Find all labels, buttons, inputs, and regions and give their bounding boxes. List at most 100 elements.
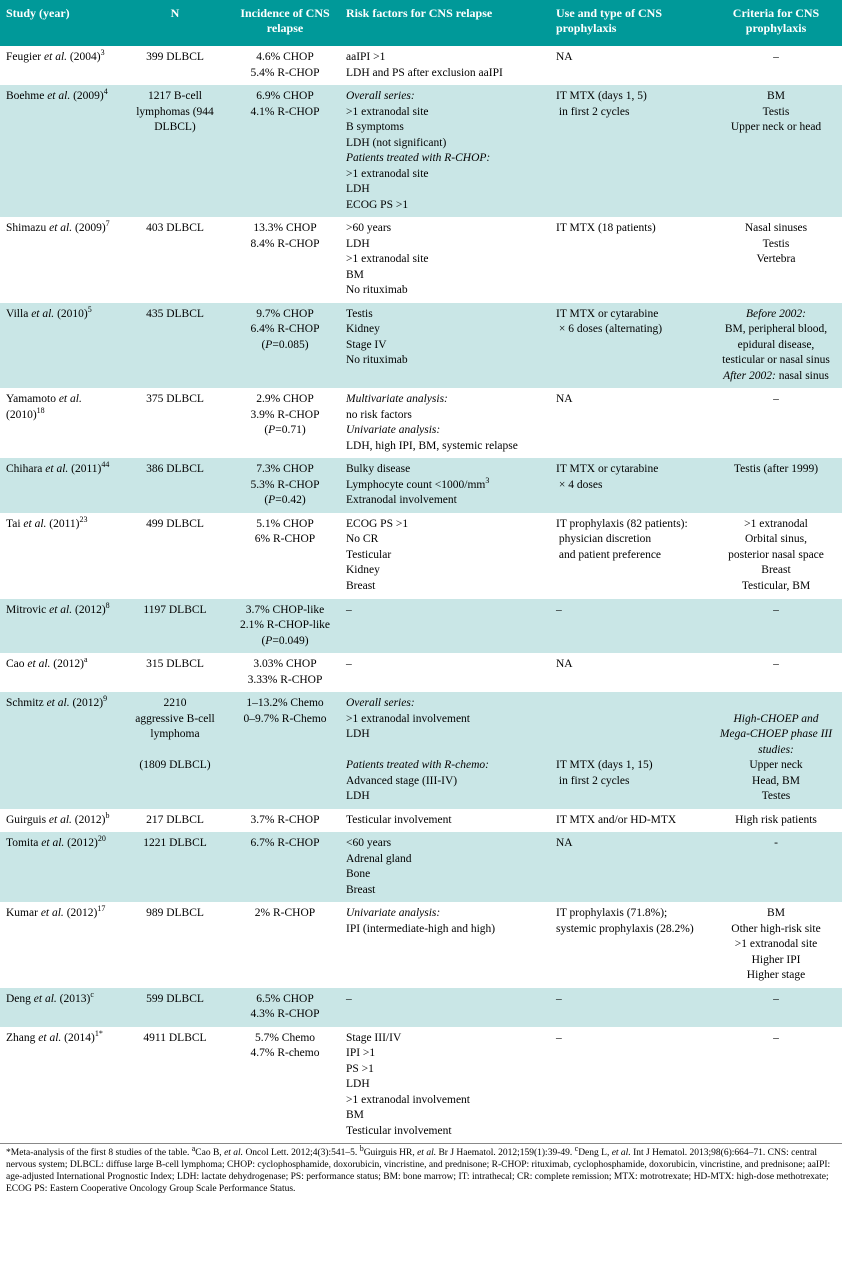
cell-risk: Bulky diseaseLymphocyte count <1000/mm3E…	[340, 458, 550, 513]
table-row: Mitrovic et al. (2012)81197 DLBCL3.7% CH…	[0, 599, 842, 654]
cell-risk: Overall series:>1 extranodal involvement…	[340, 692, 550, 809]
cell-risk: ECOG PS >1No CRTesticularKidneyBreast	[340, 513, 550, 599]
cell-study: Deng et al. (2013)c	[0, 988, 120, 1027]
cns-relapse-table: Study (year) N Incidence of CNS relapse …	[0, 0, 842, 1143]
cell-n: 1217 B-cell lymphomas (944 DLBCL)	[120, 85, 230, 217]
table-row: Tomita et al. (2012)201221 DLBCL6.7% R-C…	[0, 832, 842, 902]
table-row: Cao et al. (2012)a315 DLBCL3.03% CHOP3.3…	[0, 653, 842, 692]
cell-study: Boehme et al. (2009)4	[0, 85, 120, 217]
cell-use: NA	[550, 832, 710, 902]
cell-criteria: High risk patients	[710, 809, 842, 833]
cell-criteria: Before 2002:BM, peripheral blood,epidura…	[710, 303, 842, 389]
cell-risk: –	[340, 988, 550, 1027]
cell-study: Kumar et al. (2012)17	[0, 902, 120, 988]
table-body: Feugier et al. (2004)3399 DLBCL4.6% CHOP…	[0, 46, 842, 1143]
table-row: Zhang et al. (2014)1*4911 DLBCL5.7% Chem…	[0, 1027, 842, 1144]
cell-risk: –	[340, 599, 550, 654]
cell-n: 1197 DLBCL	[120, 599, 230, 654]
cell-criteria: -	[710, 832, 842, 902]
cell-risk: Multivariate analysis:no risk factorsUni…	[340, 388, 550, 458]
table-row: Boehme et al. (2009)41217 B-cell lymphom…	[0, 85, 842, 217]
cell-n: 599 DLBCL	[120, 988, 230, 1027]
cell-study: Tomita et al. (2012)20	[0, 832, 120, 902]
cell-risk: Univariate analysis:IPI (intermediate-hi…	[340, 902, 550, 988]
cell-incidence: 3.7% R-CHOP	[230, 809, 340, 833]
col-study: Study (year)	[0, 0, 120, 46]
cell-study: Guirguis et al. (2012)b	[0, 809, 120, 833]
cell-incidence: 9.7% CHOP6.4% R-CHOP(P=0.085)	[230, 303, 340, 389]
cell-criteria: –	[710, 46, 842, 85]
cell-risk: TestisKidneyStage IVNo rituximab	[340, 303, 550, 389]
cell-n: 315 DLBCL	[120, 653, 230, 692]
table-row: Feugier et al. (2004)3399 DLBCL4.6% CHOP…	[0, 46, 842, 85]
cell-use: IT MTX (18 patients)	[550, 217, 710, 303]
cell-criteria: Testis (after 1999)	[710, 458, 842, 513]
cell-n: 386 DLBCL	[120, 458, 230, 513]
cell-n: 1221 DLBCL	[120, 832, 230, 902]
cell-criteria: –	[710, 388, 842, 458]
cell-study: Shimazu et al. (2009)7	[0, 217, 120, 303]
cell-n: 375 DLBCL	[120, 388, 230, 458]
cell-use: NA	[550, 46, 710, 85]
cell-incidence: 7.3% CHOP5.3% R-CHOP(P=0.42)	[230, 458, 340, 513]
cell-use: IT MTX (days 1, 15) in first 2 cycles	[550, 692, 710, 809]
cell-study: Villa et al. (2010)5	[0, 303, 120, 389]
col-n: N	[120, 0, 230, 46]
cell-study: Tai et al. (2011)23	[0, 513, 120, 599]
cell-n: 989 DLBCL	[120, 902, 230, 988]
cell-use: NA	[550, 388, 710, 458]
table-row: Chihara et al. (2011)44386 DLBCL7.3% CHO…	[0, 458, 842, 513]
cell-use: IT prophylaxis (82 patients): physician …	[550, 513, 710, 599]
cell-study: Schmitz et al. (2012)9	[0, 692, 120, 809]
cell-use: IT MTX and/or HD-MTX	[550, 809, 710, 833]
cell-study: Yamamoto et al. (2010)18	[0, 388, 120, 458]
cell-criteria: Nasal sinusesTestisVertebra	[710, 217, 842, 303]
cell-use: IT MTX (days 1, 5) in first 2 cycles	[550, 85, 710, 217]
cell-incidence: 4.6% CHOP5.4% R-CHOP	[230, 46, 340, 85]
cell-study: Zhang et al. (2014)1*	[0, 1027, 120, 1144]
cell-incidence: 2% R-CHOP	[230, 902, 340, 988]
table-row: Villa et al. (2010)5435 DLBCL9.7% CHOP6.…	[0, 303, 842, 389]
cell-use: IT MTX or cytarabine × 6 doses (alternat…	[550, 303, 710, 389]
cell-use: IT MTX or cytarabine × 4 doses	[550, 458, 710, 513]
cell-risk: Testicular involvement	[340, 809, 550, 833]
cell-n: 399 DLBCL	[120, 46, 230, 85]
table-row: Kumar et al. (2012)17989 DLBCL2% R-CHOPU…	[0, 902, 842, 988]
cell-incidence: 6.5% CHOP4.3% R-CHOP	[230, 988, 340, 1027]
col-incidence: Incidence of CNS relapse	[230, 0, 340, 46]
cell-incidence: 1–13.2% Chemo0–9.7% R-Chemo	[230, 692, 340, 809]
cell-criteria: BMOther high-risk site>1 extranodal site…	[710, 902, 842, 988]
cell-use: IT prophylaxis (71.8%);systemic prophyla…	[550, 902, 710, 988]
table-row: Deng et al. (2013)c599 DLBCL6.5% CHOP4.3…	[0, 988, 842, 1027]
cell-n: 217 DLBCL	[120, 809, 230, 833]
cell-criteria: –	[710, 988, 842, 1027]
cell-risk: Overall series:>1 extranodal siteB sympt…	[340, 85, 550, 217]
cell-incidence: 6.9% CHOP4.1% R-CHOP	[230, 85, 340, 217]
cell-study: Mitrovic et al. (2012)8	[0, 599, 120, 654]
cell-risk: >60 yearsLDH>1 extranodal siteBMNo ritux…	[340, 217, 550, 303]
table-row: Schmitz et al. (2012)92210aggressive B-c…	[0, 692, 842, 809]
cell-criteria: High-CHOEP andMega-CHOEP phase IIIstudie…	[710, 692, 842, 809]
cell-criteria: >1 extranodalOrbital sinus,posterior nas…	[710, 513, 842, 599]
cell-criteria: –	[710, 1027, 842, 1144]
col-risk: Risk factors for CNS relapse	[340, 0, 550, 46]
cell-study: Feugier et al. (2004)3	[0, 46, 120, 85]
cell-incidence: 5.7% Chemo4.7% R-chemo	[230, 1027, 340, 1144]
cell-use: –	[550, 988, 710, 1027]
cell-incidence: 13.3% CHOP8.4% R-CHOP	[230, 217, 340, 303]
cell-criteria: BMTestisUpper neck or head	[710, 85, 842, 217]
col-use: Use and type of CNS prophylaxis	[550, 0, 710, 46]
cell-study: Chihara et al. (2011)44	[0, 458, 120, 513]
header-row: Study (year) N Incidence of CNS relapse …	[0, 0, 842, 46]
cell-risk: <60 yearsAdrenal glandBoneBreast	[340, 832, 550, 902]
table-row: Guirguis et al. (2012)b217 DLBCL3.7% R-C…	[0, 809, 842, 833]
cell-use: –	[550, 1027, 710, 1144]
cell-criteria: –	[710, 653, 842, 692]
table-row: Tai et al. (2011)23499 DLBCL5.1% CHOP6% …	[0, 513, 842, 599]
cell-n: 4911 DLBCL	[120, 1027, 230, 1144]
cell-incidence: 3.7% CHOP-like2.1% R-CHOP-like(P=0.049)	[230, 599, 340, 654]
cell-incidence: 5.1% CHOP6% R-CHOP	[230, 513, 340, 599]
cell-use: NA	[550, 653, 710, 692]
table-row: Shimazu et al. (2009)7403 DLBCL13.3% CHO…	[0, 217, 842, 303]
cell-n: 2210aggressive B-celllymphoma(1809 DLBCL…	[120, 692, 230, 809]
